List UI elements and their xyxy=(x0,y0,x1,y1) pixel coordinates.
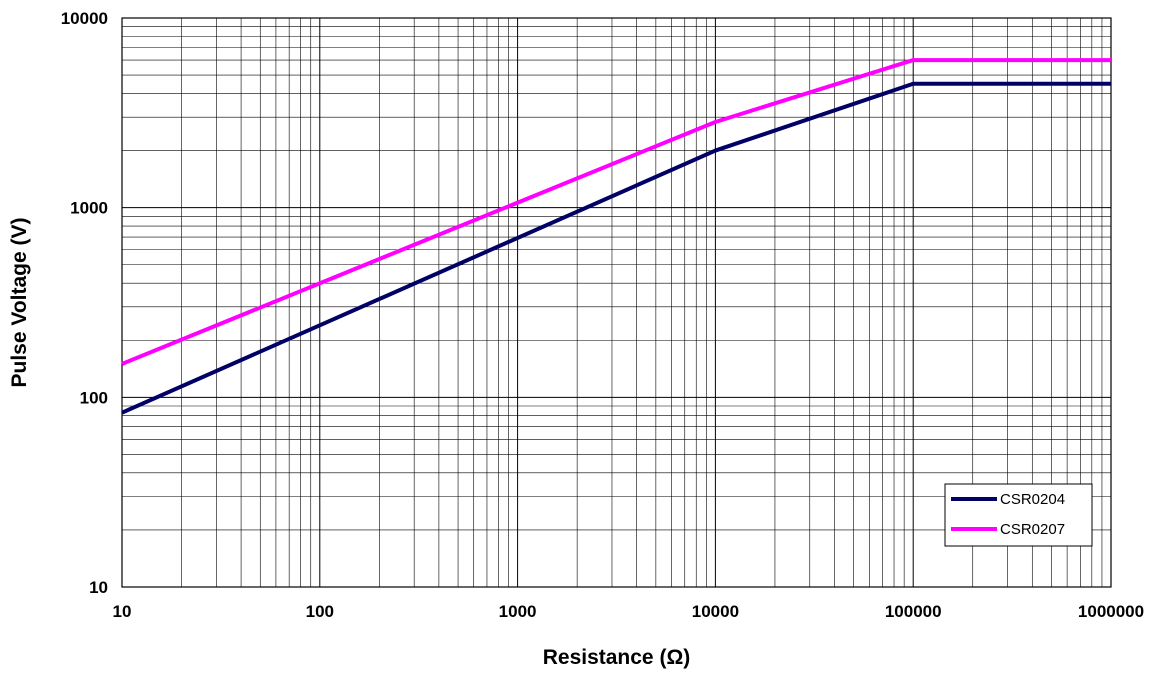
y-tick-label: 100 xyxy=(80,388,108,407)
x-tick-label: 10 xyxy=(113,602,132,621)
y-tick-labels: 10 100 1000 10000 xyxy=(61,9,108,597)
legend-box xyxy=(944,483,1093,547)
x-tick-label: 100000 xyxy=(885,602,942,621)
plot-frame xyxy=(121,17,1112,588)
y-tick-label: 10000 xyxy=(61,9,108,28)
y-axis-title: Pulse Voltage (V) xyxy=(8,218,31,388)
legend: CSR0204 CSR0207 xyxy=(944,483,1093,547)
x-tick-label: 1000 xyxy=(499,602,537,621)
series-line xyxy=(121,81,1111,415)
x-tick-labels: 10 100 1000 10000 100000 1000000 xyxy=(113,602,1145,621)
x-axis-title: Resistance (Ω) xyxy=(543,646,691,669)
x-tick-label: 1000000 xyxy=(1078,602,1144,621)
y-tick-label: 10 xyxy=(89,578,108,597)
y-tick-label: 1000 xyxy=(70,199,108,218)
legend-label: CSR0204 xyxy=(1000,491,1065,508)
x-tick-label: 10000 xyxy=(692,602,739,621)
legend-label: CSR0207 xyxy=(1000,521,1065,538)
series-line xyxy=(121,58,1111,366)
x-tick-label: 100 xyxy=(306,602,334,621)
series-lines xyxy=(121,58,1111,415)
